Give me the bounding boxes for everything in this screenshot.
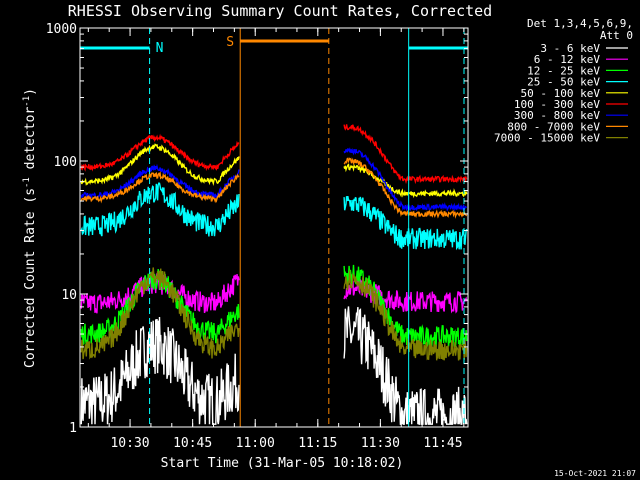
x-tick-label: 11:00: [236, 436, 275, 451]
timestamp: 15-Oct-2021 21:07: [554, 469, 636, 478]
legend-header-line1: Det 1,3,4,5,6,9,: [527, 17, 633, 30]
series-line-8: [80, 267, 468, 361]
saa-label: S: [226, 35, 234, 50]
series-line-4: [80, 143, 468, 199]
y-tick-label: 1000: [46, 22, 77, 37]
legend-label: 300 - 800 keV: [514, 109, 600, 122]
x-tick-label: 10:45: [173, 436, 212, 451]
y-tick-label: 100: [54, 155, 77, 170]
plot-frame: [79, 27, 469, 428]
tick-layer: 1 10 100 1000 10:30 10:45 11:00 11:15 11:30 11:45: [46, 22, 468, 451]
series-line-5: [80, 124, 468, 185]
y-tick-label: 1: [69, 421, 77, 436]
chart-title: RHESSI Observing Summary Count Rates, Co…: [68, 2, 492, 20]
legend-label: 800 - 7000 keV: [507, 120, 600, 133]
y-tick-label: 10: [61, 288, 77, 303]
legend-label: 25 - 50 keV: [527, 76, 600, 89]
legend-header-line2: Att 0: [600, 29, 633, 42]
series-line-3: [80, 182, 468, 251]
series-line-0: [80, 306, 468, 425]
x-tick-label: 11:45: [423, 436, 462, 451]
legend-label: 12 - 25 keV: [527, 64, 600, 77]
series-line-6: [80, 147, 467, 213]
legend-label: 3 - 6 keV: [540, 42, 600, 55]
x-axis-label: Start Time (31-Mar-05 10:18:02): [161, 456, 404, 471]
y-axis-label: Corrected Count Rate (s-1 detector-1): [22, 88, 38, 368]
legend-label: 50 - 100 keV: [521, 87, 601, 100]
data-layer: [80, 124, 468, 425]
x-tick-label: 10:30: [110, 436, 149, 451]
series-line-2: [80, 264, 468, 348]
x-tick-label: 11:30: [361, 436, 400, 451]
legend-label: 6 - 12 keV: [534, 53, 601, 66]
series-line-7: [80, 157, 468, 219]
x-tick-label: 11:15: [298, 436, 337, 451]
legend-label: 7000 - 15000 keV: [494, 132, 600, 145]
night-label: N: [156, 41, 164, 56]
legend-label: 100 - 300 keV: [514, 98, 600, 111]
